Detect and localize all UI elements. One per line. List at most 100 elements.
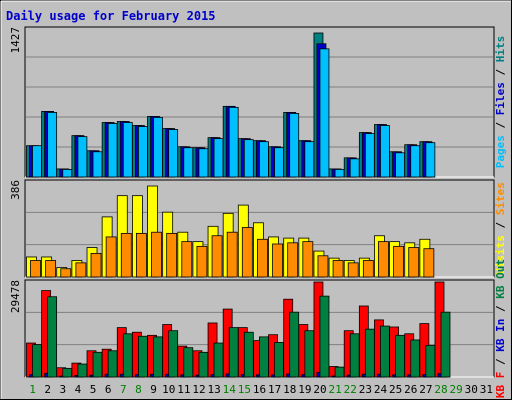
x-tick-label-day-1: 1 [29,383,36,396]
bar-hits-pages-day-12 [198,148,209,178]
x-tick-label-day-25: 25 [389,383,402,396]
bar-visits-sites-day-26 [408,247,420,278]
bar-hits-pages-day-22 [349,158,360,178]
bar-kbytes-kb-out-day-23 [364,328,375,378]
bar-hits-pages-day-24 [380,125,390,178]
bar-hits-pages-day-15 [243,139,254,178]
legend-entry: KB Out [494,259,507,299]
bar-visits-sites-day-13 [211,235,223,278]
panel-hits: 1427 Pages / Files / Hits [9,26,507,178]
x-tick-label-day-21: 21 [329,383,342,396]
panel-hits-legend: Pages / Files / Hits [494,36,507,169]
bar-visits-sites-day-5 [90,253,102,278]
bar-kbytes-kb-out-day-21 [334,366,345,378]
chart-title: Daily usage for February 2015 [6,9,216,23]
bar-hits-pages-day-8 [138,126,148,178]
bar-hits-pages-day-26 [410,145,421,178]
x-tick-label-day-5: 5 [90,383,97,396]
x-tick-label-day-16: 16 [253,383,266,396]
bar-kbytes-kb-out-day-16 [259,336,269,378]
bar-kbytes-kb-out-day-25 [395,334,405,378]
x-tick-label-day-24: 24 [374,383,388,396]
legend-entry: KB In [494,319,507,352]
bar-visits-sites-day-23 [362,260,374,278]
bar-kbytes-kb-out-day-26 [410,339,421,378]
panel-kbytes-legend: KB F / KB In / KB Out [494,259,507,398]
legend-entry: / [494,215,507,235]
bar-hits-pages-day-17 [274,147,284,178]
bar-visits-sites-day-27 [423,248,435,278]
x-tick-label-day-28: 28 [434,383,447,396]
bar-kbytes-kb-out-day-6 [107,350,118,378]
bar-hits-pages-day-27 [425,142,436,178]
x-tick-label-day-27: 27 [419,383,432,396]
bar-visits-sites-day-22 [347,262,359,278]
x-tick-label-day-20: 20 [313,383,326,396]
bar-hits-pages-day-13 [213,138,224,178]
bar-visits-sites-day-10 [166,232,178,278]
bar-kbytes-kb-out-day-7 [122,333,133,378]
x-tick-label-day-9: 9 [150,383,157,396]
bar-kbytes-kb-out-day-27 [425,345,436,378]
bar-visits-sites-day-19 [302,241,314,278]
legend-entry: / [494,62,507,82]
x-tick-label-day-26: 26 [404,383,417,396]
x-tick-label-day-17: 17 [268,383,281,396]
x-tick-label-day-15: 15 [238,383,251,396]
x-tick-label-day-3: 3 [60,383,67,396]
bar-kbytes-kb-out-day-14 [228,327,239,378]
x-tick-label-day-31: 31 [480,383,493,396]
bar-hits-pages-day-6 [107,123,118,178]
x-tick-label-day-7: 7 [120,383,127,396]
x-tick-label-day-22: 22 [344,383,357,396]
x-tick-label-day-4: 4 [75,383,82,396]
bar-kbytes-kb-out-day-9 [153,336,163,378]
legend-entry: KB F [494,372,507,399]
x-tick-label-day-8: 8 [135,383,142,396]
bar-kbytes-kb-out-day-12 [198,351,209,378]
legend-entry: Files [494,82,507,115]
bar-visits-sites-day-11 [181,241,193,278]
bar-kbytes-kb-out-day-20 [319,295,330,378]
x-tick-label-day-14: 14 [223,383,237,396]
bar-visits-sites-day-24 [378,241,389,278]
bar-hits-pages-day-16 [259,141,269,178]
legend-entry: Sites [494,182,507,215]
bar-kbytes-kb-out-day-2 [47,296,58,378]
bar-visits-sites-day-3 [60,268,72,278]
bar-kbytes-kb-out-day-8 [138,335,148,378]
bar-hits-pages-day-25 [395,152,405,178]
legend-entry: Visits [494,235,507,275]
x-axis-labels: 1 2 3 4 5 6 7 8 9 10 11 12 13 14 15 16 17 18 19 20 21 22 23 24 2… [29,383,493,396]
bar-hits-pages-day-1 [32,145,42,178]
panel-hits-ymax-label: 1427 [9,27,22,54]
bar-kbytes-kb-out-day-5 [92,351,103,378]
bar-hits-pages-day-7 [122,122,133,178]
bar-visits-sites-day-6 [105,236,117,278]
bar-hits-pages-day-11 [183,147,194,178]
panel-visits-ymax-label: 386 [9,180,22,200]
x-tick-label-day-10: 10 [162,383,175,396]
x-tick-label-day-30: 30 [465,383,478,396]
bar-kbytes-kb-out-day-17 [274,342,284,378]
bar-visits-sites-day-14 [226,231,238,278]
panel-kbytes-ymax-label: 29478 [9,280,22,313]
x-tick-label-day-6: 6 [105,383,112,396]
legend-entry: / [494,299,507,319]
x-tick-label-day-23: 23 [359,383,372,396]
bar-kbytes-kb-out-day-19 [304,330,315,378]
x-tick-label-day-12: 12 [192,383,205,396]
bar-visits-sites-day-18 [287,242,299,278]
bar-hits-pages-day-14 [228,106,239,178]
legend-entry: Pages [494,135,507,168]
bar-hits-pages-day-2 [47,112,58,178]
bar-visits-sites-day-2 [45,260,57,278]
x-tick-label-day-2: 2 [44,383,51,396]
bar-hits-pages-day-23 [364,133,375,178]
bar-hits-pages-day-4 [77,136,88,178]
bar-kbytes-kb-out-day-10 [168,330,179,378]
bar-hits-pages-day-9 [153,117,163,178]
